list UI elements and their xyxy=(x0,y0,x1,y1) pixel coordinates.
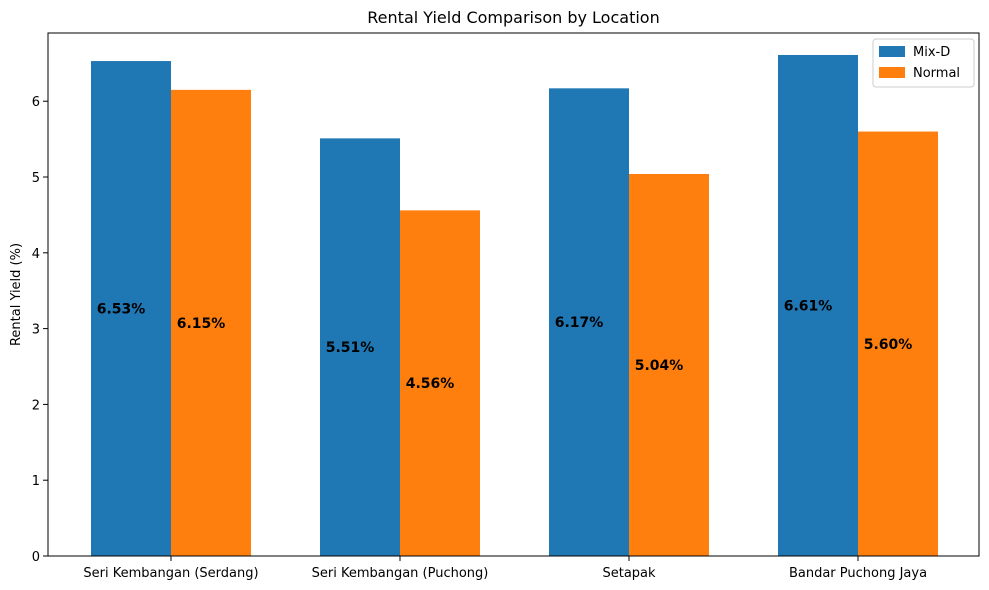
y-tick-label: 4 xyxy=(32,247,40,262)
y-tick-label: 3 xyxy=(32,323,40,338)
x-tick-label: Seri Kembangan (Puchong) xyxy=(312,566,489,581)
bars-group xyxy=(91,54,938,557)
x-tick-label: Seri Kembangan (Serdang) xyxy=(83,566,258,581)
bar-label-mix-d-3: 6.17% xyxy=(555,315,604,331)
x-tick-label: Bandar Puchong Jaya xyxy=(789,566,927,581)
y-tick-label: 1 xyxy=(32,474,40,489)
y-tick-label: 5 xyxy=(32,171,40,186)
bar-normal-1 xyxy=(171,89,251,556)
bar-label-normal-4: 5.60% xyxy=(864,337,913,353)
legend-label-normal: Normal xyxy=(913,66,960,81)
bar-mix-d-4 xyxy=(778,54,858,556)
x-tick-label: Setapak xyxy=(602,566,656,581)
bar-label-mix-d-4: 6.61% xyxy=(784,298,833,314)
bar-label-normal-3: 5.04% xyxy=(635,358,684,374)
plot-frame xyxy=(47,32,980,557)
bar-label-mix-d-1: 6.53% xyxy=(97,302,146,318)
bar-label-normal-2: 4.56% xyxy=(406,376,455,392)
legend: Mix-D Normal xyxy=(872,38,975,88)
bar-normal-2 xyxy=(400,210,480,556)
x-axis: Seri Kembangan (Serdang) Seri Kembangan (… xyxy=(83,556,927,581)
chart-title: Rental Yield Comparison by Location xyxy=(367,8,659,27)
legend-swatch-normal xyxy=(879,67,905,78)
y-tick-label: 6 xyxy=(32,95,40,110)
bar-label-normal-1: 6.15% xyxy=(177,316,226,332)
bar-mix-d-2 xyxy=(320,138,400,556)
bar-normal-3 xyxy=(629,173,709,556)
legend-swatch-mix-d xyxy=(879,46,905,57)
y-axis: 0 1 2 3 4 5 6 xyxy=(32,95,48,565)
bar-labels-group: 6.53% 5.51% 6.17% 6.61% 6.15% 4.56% 5.04% 5.60% xyxy=(97,298,913,392)
y-axis-title: Rental Yield (%) xyxy=(9,243,24,346)
bar-mix-d-3 xyxy=(549,88,629,557)
bar-mix-d-1 xyxy=(91,61,171,557)
legend-label-mix-d: Mix-D xyxy=(913,45,950,60)
bar-normal-4 xyxy=(858,131,938,556)
y-tick-label: 2 xyxy=(32,398,40,413)
y-tick-label: 0 xyxy=(32,550,40,565)
bar-label-mix-d-2: 5.51% xyxy=(326,340,375,356)
